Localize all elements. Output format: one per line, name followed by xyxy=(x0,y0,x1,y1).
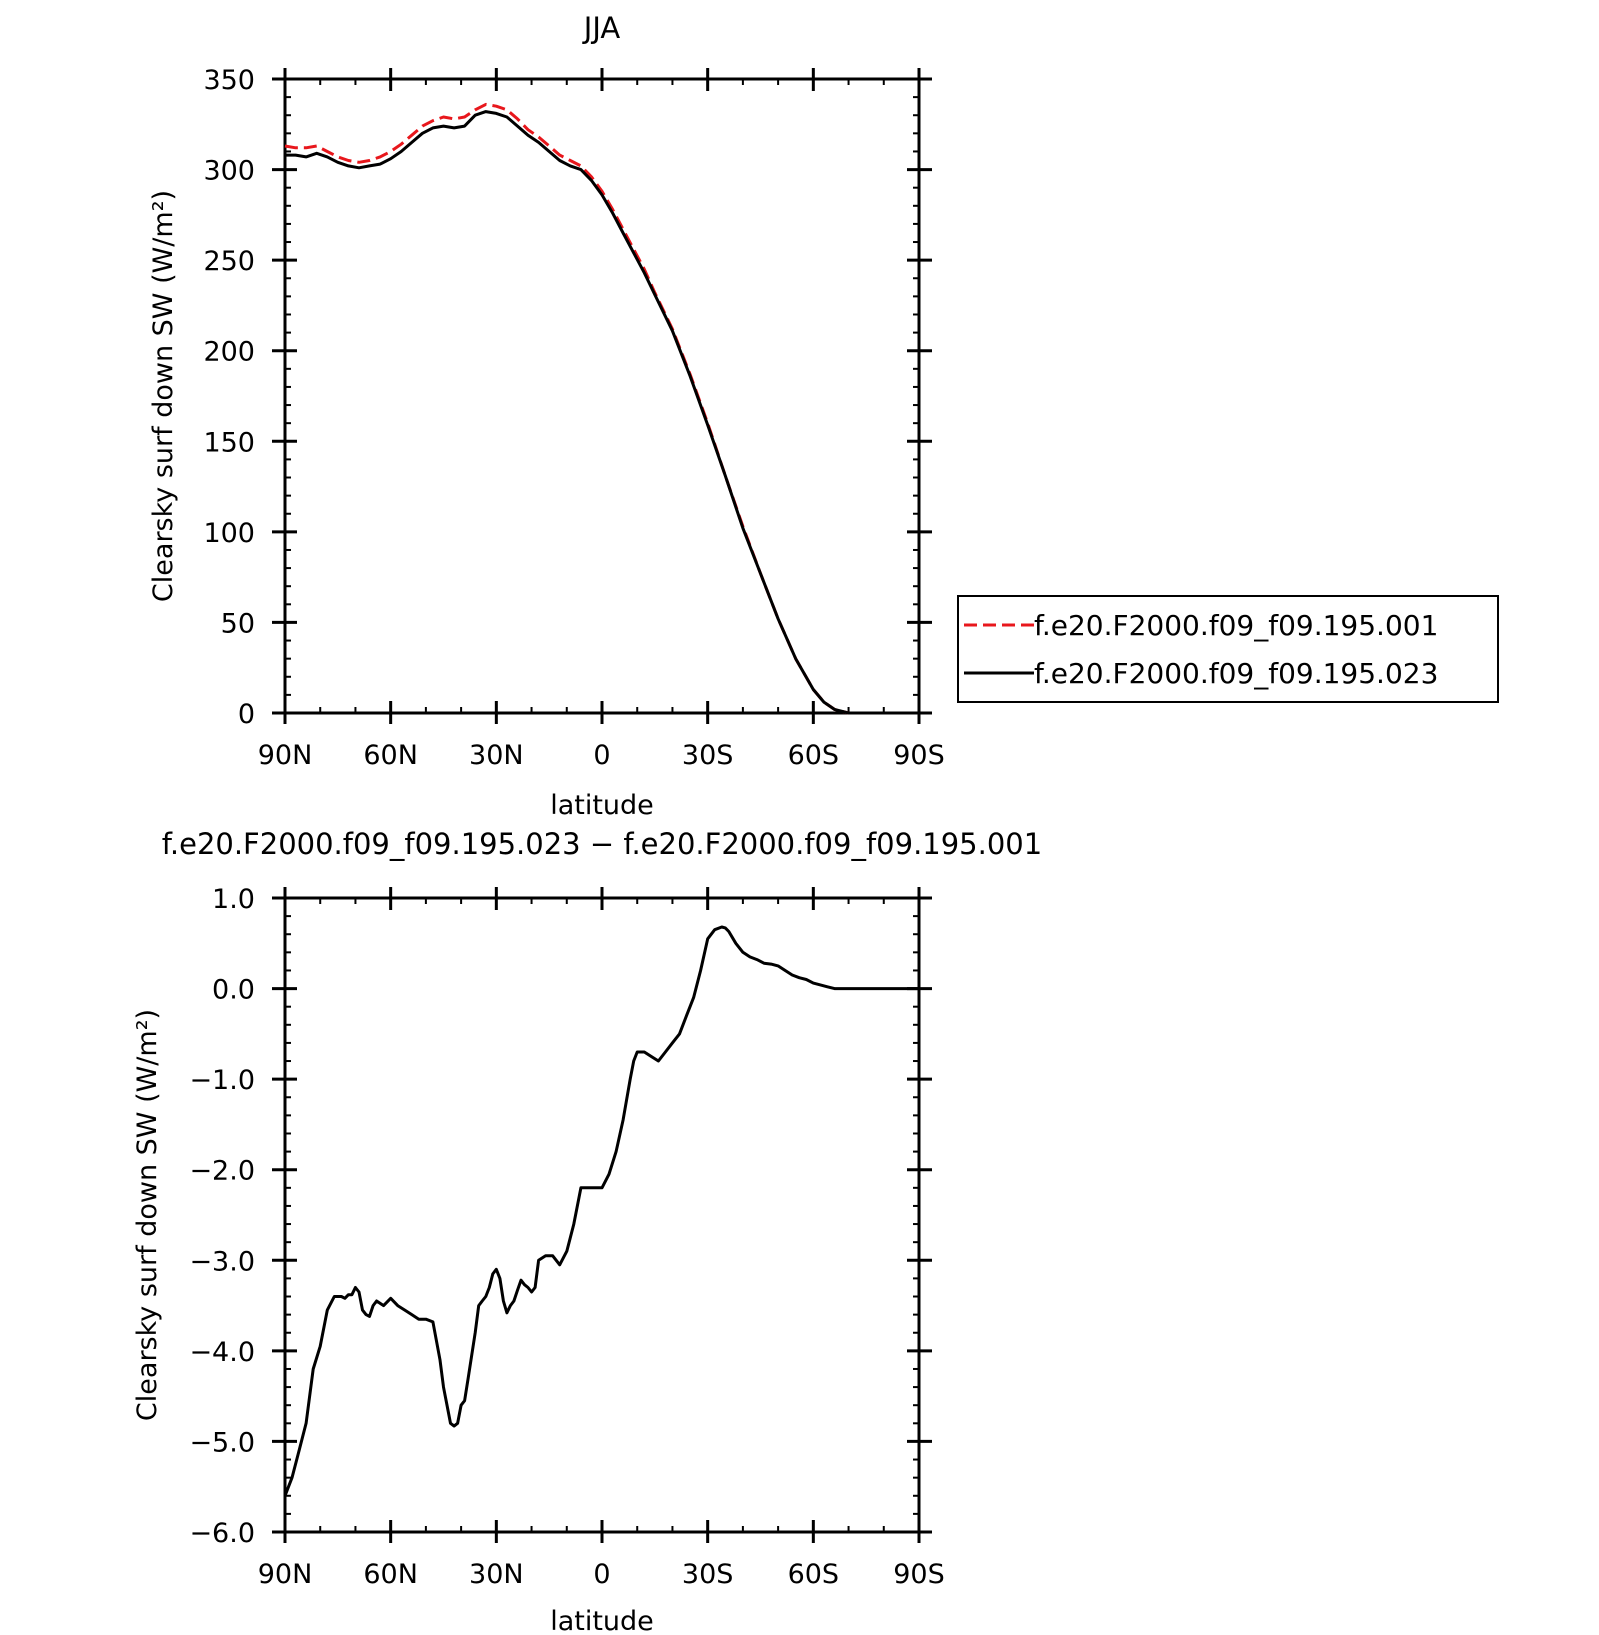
bottom-y-tick-label: −3.0 xyxy=(189,1246,255,1277)
bottom-series-lines xyxy=(283,925,919,1497)
legend: f.e20.F2000.f09_f09.195.001 f.e20.F2000.… xyxy=(957,595,1499,703)
legend-label-series-2: f.e20.F2000.f09_f09.195.023 xyxy=(1034,657,1438,690)
top-series-line-1 xyxy=(284,102,919,715)
top-x-tick-label: 60S xyxy=(788,740,840,771)
bottom-x-tick-label: 60S xyxy=(788,1559,840,1590)
top-series-lines xyxy=(284,102,919,715)
top-y-tick-label: 200 xyxy=(203,337,255,368)
bottom-y-tick-label: −1.0 xyxy=(189,1065,255,1096)
top-x-tick-labels: 90N 60N 30N 0 30S 60S 90S xyxy=(258,740,945,771)
top-x-axis-title: latitude xyxy=(550,790,654,821)
bottom-series-line-1 xyxy=(283,925,919,1497)
bottom-x-tick-label: 30N xyxy=(469,1559,524,1590)
top-x-tick-label: 60N xyxy=(363,740,418,771)
bottom-x-axis-title: latitude xyxy=(550,1606,654,1635)
top-series-line-2 xyxy=(285,110,919,715)
bottom-x-tick-label: 90N xyxy=(258,1559,313,1590)
legend-label-series-1: f.e20.F2000.f09_f09.195.001 xyxy=(1034,609,1438,642)
top-y-tick-labels: 0 50 100 150 200 250 300 350 xyxy=(203,65,255,730)
bottom-y-tick-labels: 1.0 0.0 −1.0 −2.0 −3.0 −4.0 −5.0 −6.0 xyxy=(189,884,255,1549)
bottom-y-tick-label: −5.0 xyxy=(189,1427,255,1458)
bottom-major-ticks xyxy=(272,887,932,1543)
top-minor-ticks xyxy=(284,78,920,714)
top-chart-title: JJA xyxy=(582,11,621,45)
bottom-plot-frame xyxy=(283,896,921,1534)
bottom-chart-title: f.e20.F2000.f09_f09.195.023 − f.e20.F200… xyxy=(162,827,1042,861)
bottom-x-tick-label: 90S xyxy=(893,1559,945,1590)
bottom-x-tick-labels: 90N 60N 30N 0 30S 60S 90S xyxy=(258,1559,945,1590)
top-y-tick-label: 300 xyxy=(203,156,255,187)
top-y-tick-label: 350 xyxy=(203,65,255,96)
legend-box xyxy=(957,595,1499,703)
top-y-axis-title: Clearsky surf down SW (W/m²) xyxy=(148,190,179,602)
bottom-y-tick-label: 0.0 xyxy=(212,975,255,1006)
top-x-tick-label: 0 xyxy=(593,740,610,771)
bottom-y-tick-label: −4.0 xyxy=(189,1337,255,1368)
bottom-x-tick-label: 60N xyxy=(363,1559,418,1590)
top-plot-frame xyxy=(283,77,921,715)
top-x-tick-label: 30S xyxy=(682,740,734,771)
bottom-y-tick-label: 1.0 xyxy=(212,884,255,915)
bottom-minor-ticks xyxy=(284,897,920,1533)
top-x-tick-label: 30N xyxy=(469,740,524,771)
bottom-chart-panel: f.e20.F2000.f09_f09.195.023 − f.e20.F200… xyxy=(132,827,1042,1635)
bottom-y-tick-label: −6.0 xyxy=(189,1518,255,1549)
top-y-tick-label: 50 xyxy=(221,608,255,639)
top-y-tick-label: 150 xyxy=(203,427,255,458)
top-major-ticks xyxy=(272,68,932,724)
top-x-tick-label: 90N xyxy=(258,740,313,771)
bottom-y-tick-label: −2.0 xyxy=(189,1156,255,1187)
bottom-y-axis-title: Clearsky surf down SW (W/m²) xyxy=(132,1009,163,1421)
bottom-x-tick-label: 30S xyxy=(682,1559,734,1590)
top-chart-panel: JJA 90N 60N 30N 0 30S 60S 90S 0 50 100 150 200 250 3… xyxy=(148,11,1499,821)
bottom-x-tick-label: 0 xyxy=(593,1559,610,1590)
top-y-tick-label: 0 xyxy=(238,699,255,730)
top-y-tick-label: 100 xyxy=(203,518,255,549)
top-x-tick-label: 90S xyxy=(893,740,945,771)
top-y-tick-label: 250 xyxy=(203,246,255,277)
